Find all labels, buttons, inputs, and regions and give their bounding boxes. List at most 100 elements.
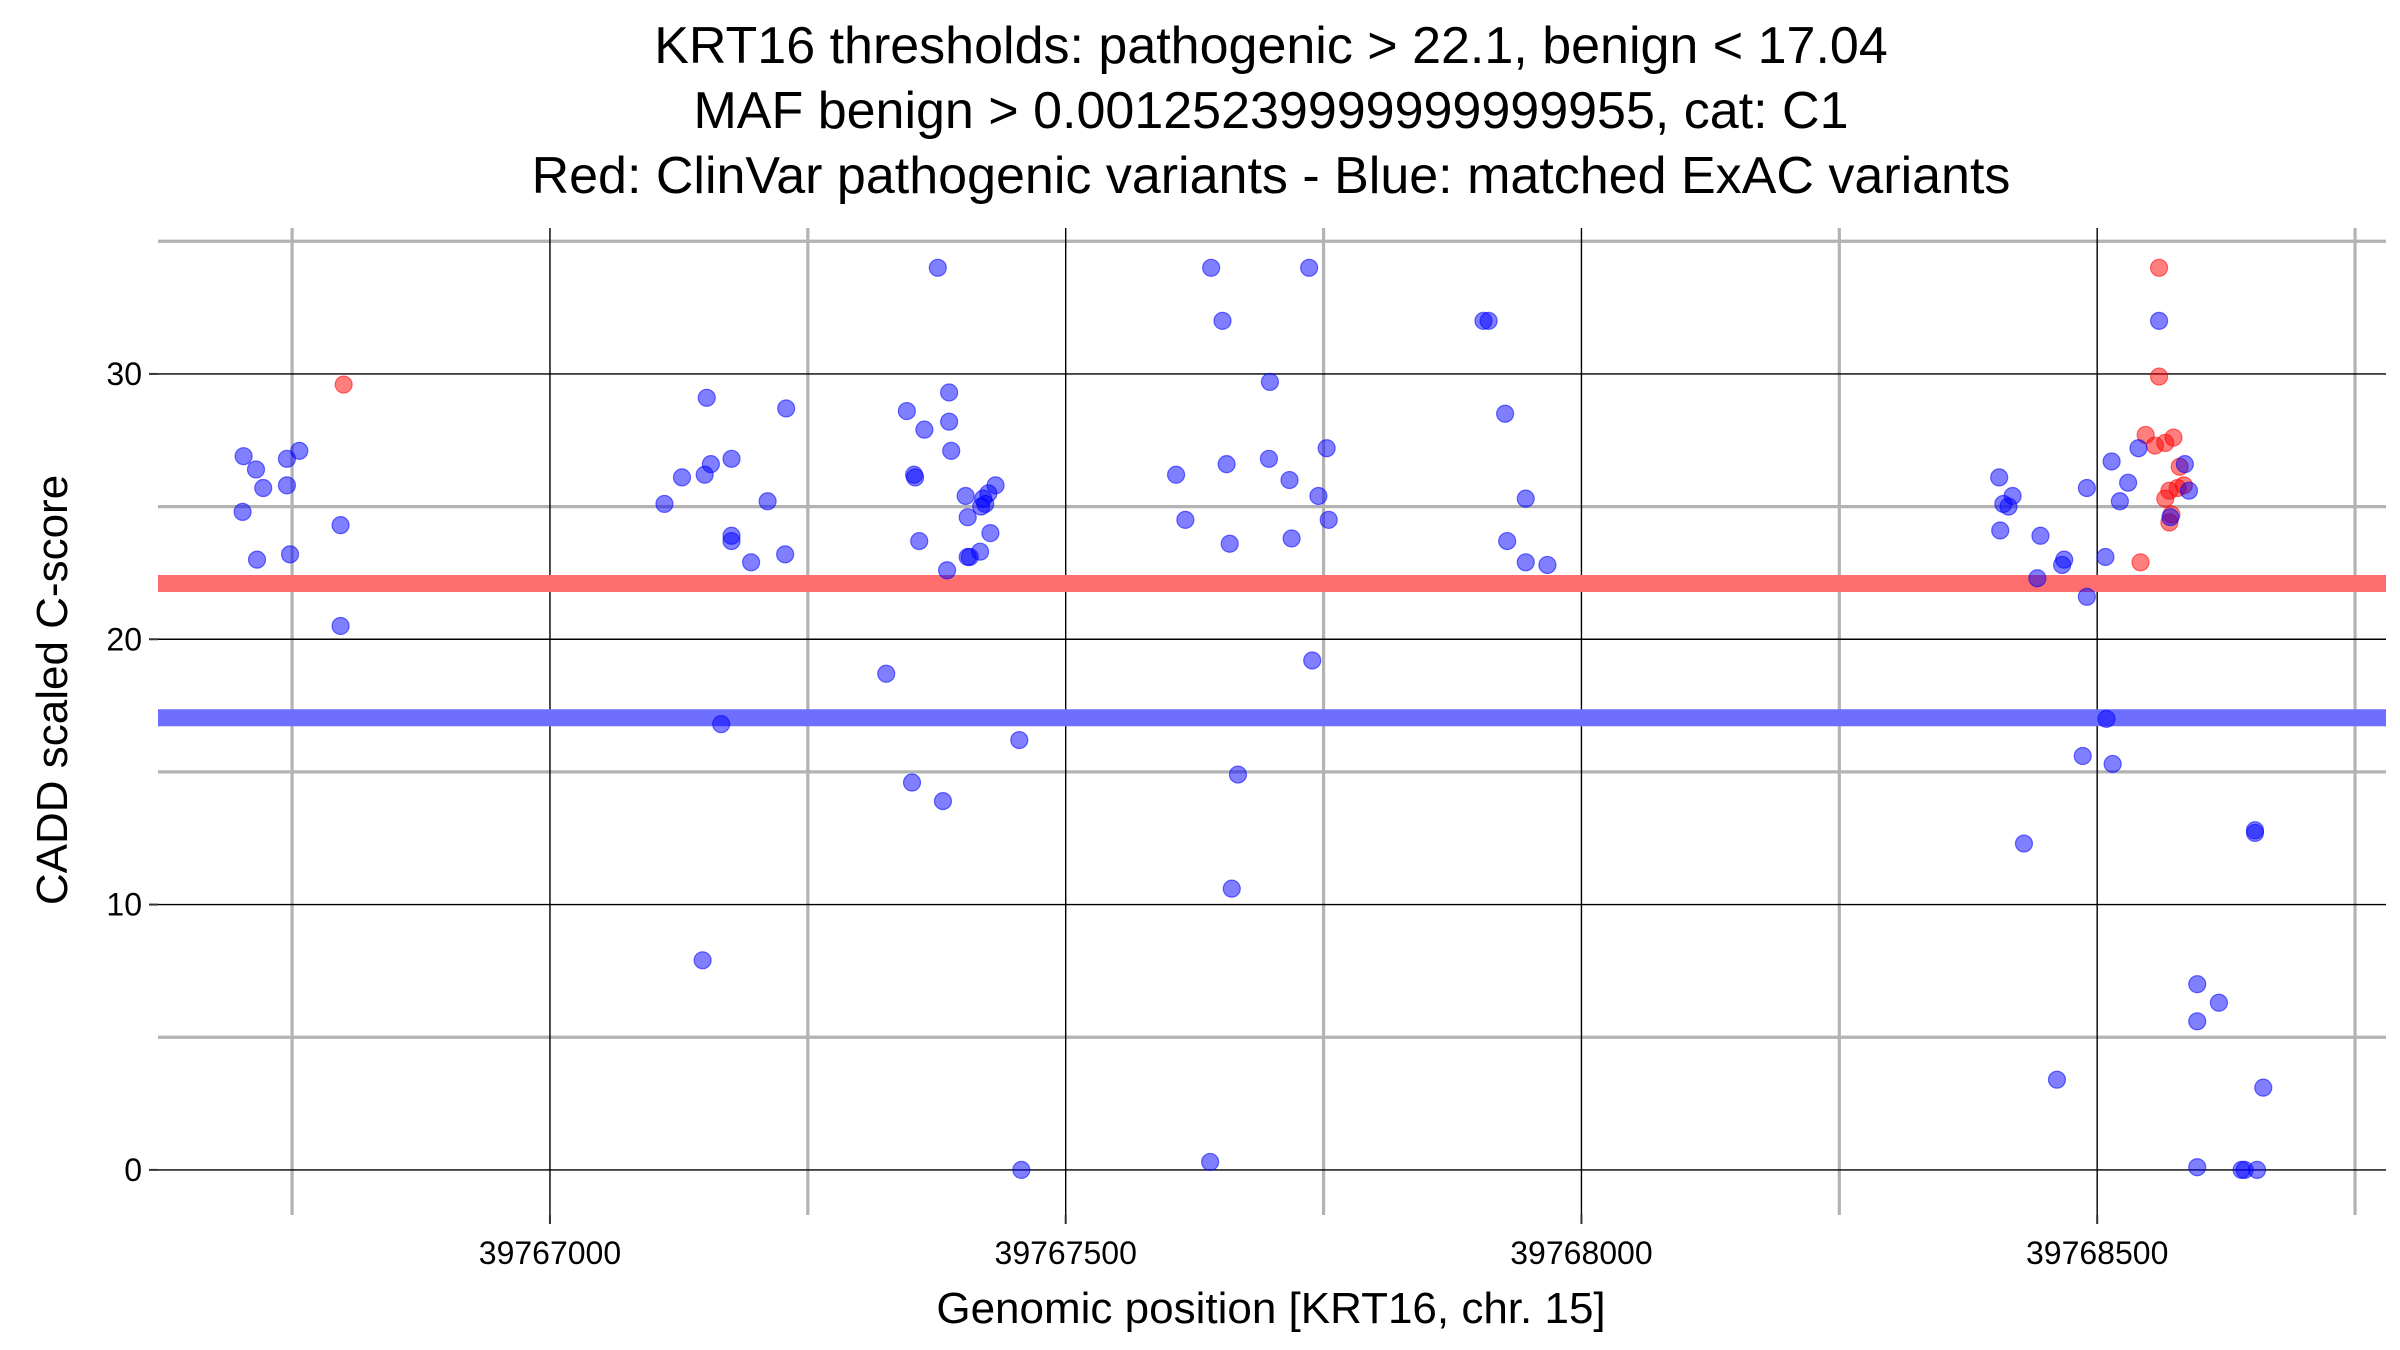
matched-exac-variants-point	[655, 494, 674, 514]
matched-exac-variants-point	[2110, 492, 2129, 511]
matched-exac-variants-point	[2028, 569, 2047, 588]
matched-exac-variants-point	[331, 616, 350, 636]
x-tick-label: 39768500	[2026, 1235, 2168, 1271]
matched-exac-variants-point	[1479, 311, 1498, 330]
matched-exac-variants-point	[1300, 258, 1319, 277]
matched-exac-variants-point	[2245, 823, 2265, 843]
matched-exac-variants-point	[928, 258, 947, 277]
matched-exac-variants-point	[1010, 730, 1029, 750]
matched-exac-variants-point	[2175, 455, 2194, 474]
matched-exac-variants-point	[234, 447, 253, 466]
matched-exac-variants-point	[1280, 470, 1299, 490]
matched-exac-variants-point	[1166, 465, 1186, 484]
matched-exac-variants-point	[981, 524, 1000, 543]
matched-exac-variants-point	[877, 664, 896, 683]
matched-exac-variants-point	[2014, 834, 2034, 853]
matched-exac-variants-point	[915, 420, 934, 439]
matched-exac-variants-point	[1317, 439, 1336, 458]
matched-exac-variants-point	[2149, 311, 2169, 330]
matched-exac-variants-point	[777, 399, 796, 418]
chart-title: KRT16 thresholds: pathogenic > 22.1, ben…	[532, 17, 2011, 205]
matched-exac-variants-point	[2102, 452, 2121, 471]
matched-exac-variants-point	[2247, 1160, 2267, 1179]
matched-exac-variants-point	[693, 951, 712, 970]
matched-exac-variants-point	[2179, 481, 2199, 500]
matched-exac-variants-point	[1496, 404, 1515, 423]
matched-exac-variants-point	[1228, 765, 1248, 784]
matched-exac-variants-point	[1516, 553, 1535, 572]
matched-exac-variants-point	[2188, 1012, 2207, 1031]
matched-exac-variants-point	[910, 531, 929, 551]
clinvar-pathogenic-variants-point	[2149, 258, 2169, 277]
matched-exac-variants-point	[1260, 372, 1280, 391]
chart-title-line-1: KRT16 thresholds: pathogenic > 22.1, ben…	[654, 17, 1888, 75]
matched-exac-variants-point	[697, 388, 716, 407]
chart-title-line-2: MAF benign > 0.00125239999999999955, cat…	[693, 82, 1848, 140]
matched-exac-variants-point	[254, 478, 273, 498]
matched-exac-variants-point	[776, 545, 795, 564]
clinvar-pathogenic-variants-point	[2149, 367, 2169, 386]
matched-exac-variants-point	[1498, 531, 1517, 551]
matched-exac-variants-point	[1213, 311, 1232, 330]
matched-exac-variants-point	[906, 468, 925, 487]
matched-exac-variants-point	[2103, 754, 2122, 774]
matched-exac-variants-point	[1220, 534, 1239, 553]
matched-exac-variants-point	[277, 476, 297, 495]
matched-exac-variants-point	[1990, 468, 2009, 487]
clinvar-pathogenic-variants-point	[2164, 428, 2183, 447]
matched-exac-variants-point	[902, 773, 922, 792]
matched-exac-variants-point	[722, 531, 741, 551]
matched-exac-variants-point	[1538, 555, 1557, 575]
clinvar-pathogenic-variants-point	[334, 375, 353, 394]
matched-exac-variants-point	[331, 516, 350, 535]
matched-exac-variants-point	[2209, 993, 2228, 1012]
matched-exac-variants-point	[2129, 439, 2148, 458]
matched-exac-variants-point	[742, 553, 761, 572]
matched-exac-variants-point	[940, 383, 959, 402]
matched-exac-variants-point	[1259, 449, 1279, 468]
matched-exac-variants-point	[672, 468, 692, 487]
matched-exac-variants-point	[1319, 510, 1338, 529]
matched-exac-variants-point	[2055, 550, 2074, 569]
matched-exac-variants-point	[1201, 1152, 1220, 1172]
threshold-lines	[158, 575, 2386, 727]
matched-exac-variants-point	[2003, 486, 2022, 506]
data-points	[233, 258, 2273, 1179]
matched-exac-variants-point	[1217, 455, 1236, 474]
matched-exac-variants-point	[933, 791, 953, 811]
x-axis-label: Genomic position [KRT16, chr. 15]	[936, 1284, 1605, 1333]
matched-exac-variants-point	[2254, 1078, 2273, 1097]
matched-exac-variants-point	[290, 441, 309, 460]
y-tick-label: 20	[106, 621, 142, 657]
matched-exac-variants-point	[958, 508, 977, 527]
matched-exac-variants-point	[2119, 473, 2138, 492]
matched-exac-variants-point	[2077, 587, 2096, 606]
matched-exac-variants-point	[233, 502, 252, 521]
matched-exac-variants-point	[2096, 547, 2115, 567]
matched-exac-variants-point	[246, 460, 266, 479]
matched-exac-variants-point	[1282, 529, 1301, 548]
matched-exac-variants-point	[1303, 651, 1322, 670]
matched-exac-variants-point	[2073, 746, 2092, 766]
matched-exac-variants-point	[2047, 1070, 2067, 1089]
matched-exac-variants-point	[1309, 486, 1328, 506]
matched-exac-variants-point	[1991, 521, 2010, 540]
matched-exac-variants-point	[247, 550, 267, 569]
matched-exac-variants-point	[280, 545, 300, 564]
matched-exac-variants-point	[2031, 526, 2050, 545]
matched-exac-variants-point	[1176, 510, 1195, 529]
x-tick-label: 39767000	[479, 1235, 621, 1271]
matched-exac-variants-point	[970, 542, 990, 561]
matched-exac-variants-point	[2161, 508, 2180, 527]
matched-exac-variants-point	[722, 449, 741, 468]
matched-exac-variants-point	[897, 401, 916, 421]
matched-exac-variants-point	[942, 441, 961, 460]
clinvar-pathogenic-variants-point	[2131, 553, 2150, 572]
y-tick-label: 10	[106, 887, 142, 923]
x-tick-label: 39767500	[995, 1235, 1137, 1271]
matched-exac-variants-point	[937, 561, 957, 580]
matched-exac-variants-point	[2188, 975, 2207, 994]
matched-exac-variants-point	[940, 412, 959, 431]
chart-title-line-3: Red: ClinVar pathogenic variants - Blue:…	[532, 147, 2011, 205]
